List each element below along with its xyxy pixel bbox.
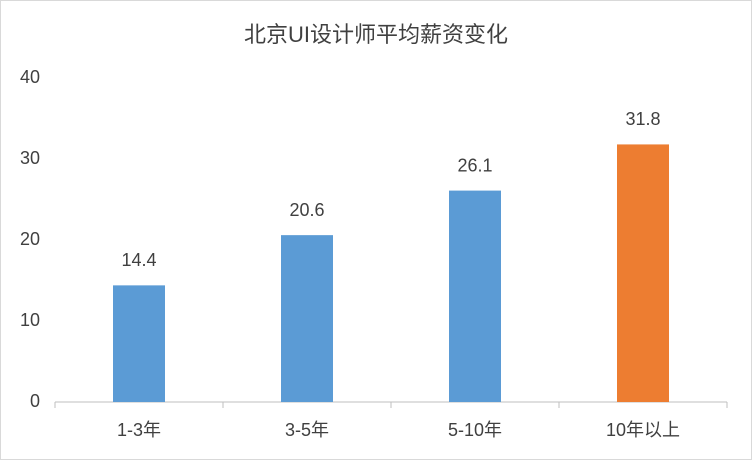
data-label: 20.6 <box>289 200 324 220</box>
data-label: 26.1 <box>457 155 492 175</box>
x-tick-label: 5-10年 <box>448 420 502 440</box>
y-tick-label: 20 <box>20 229 40 249</box>
y-tick-label: 0 <box>30 391 40 411</box>
bar <box>449 190 501 402</box>
data-label: 14.4 <box>121 250 156 270</box>
x-tick-label: 3-5年 <box>285 420 329 440</box>
y-tick-label: 10 <box>20 310 40 330</box>
bar <box>281 235 333 402</box>
x-tick-label: 1-3年 <box>117 420 161 440</box>
y-tick-label: 30 <box>20 148 40 168</box>
chart-title: 北京UI设计师平均薪资变化 <box>244 22 508 47</box>
bar <box>113 285 165 402</box>
y-tick-label: 40 <box>20 67 40 87</box>
x-tick-label: 10年以上 <box>606 420 680 440</box>
data-label: 31.8 <box>625 109 660 129</box>
bar <box>617 144 669 403</box>
